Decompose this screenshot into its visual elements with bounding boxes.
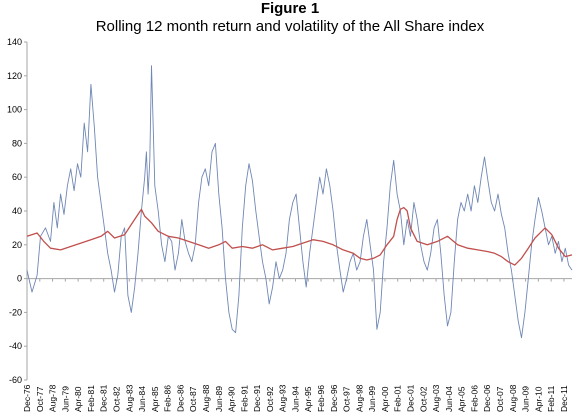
x-tick-label: Aug-93: [278, 384, 288, 412]
x-tick-label: Jun-84: [137, 386, 147, 412]
x-tick-label: Aug-88: [201, 384, 211, 412]
y-axis: -60 -40 -20 0 20 40 60 80 100 120 140: [7, 37, 28, 385]
x-tick-label: Apr-10: [533, 386, 543, 412]
x-tick-label: Oct-07: [495, 386, 505, 412]
x-tick-label: Feb-86: [163, 385, 173, 412]
x-tick-label: Dec-96: [329, 384, 339, 412]
x-tick-label: Oct-87: [188, 386, 198, 412]
x-tick-label: Apr-85: [150, 386, 160, 412]
return-series-line: [26, 65, 573, 339]
x-tick-label: Oct-97: [342, 386, 352, 412]
volatility-series-line: [26, 206, 573, 266]
x-tick-label: Aug-03: [431, 384, 441, 412]
x-axis: Dec-76 Oct-77 Aug-78 Jun-79 Apr-80 Feb-81 Dec-…: [22, 278, 572, 412]
x-tick-label: Jun-99: [367, 386, 377, 412]
x-tick-label: Feb-91: [239, 385, 249, 412]
x-tick-label: Oct-77: [35, 386, 45, 412]
x-tick-label: Feb-81: [86, 385, 96, 412]
x-tick-label: Jun-09: [521, 386, 531, 412]
x-tick-label: Feb-96: [316, 385, 326, 412]
x-tick-label: Dec-81: [99, 384, 109, 412]
figure-label: Figure 1: [260, 0, 320, 17]
x-tick-label: Apr-95: [303, 386, 313, 412]
y-tick-label: 60: [12, 172, 22, 182]
y-tick-label: -60: [9, 375, 22, 385]
x-tick-label: Dec-06: [482, 384, 492, 412]
y-tick-label: -40: [9, 341, 22, 351]
x-tick-label: Jun-94: [290, 386, 300, 412]
x-tick-label: Dec-86: [175, 384, 185, 412]
x-tick-label: Dec-91: [252, 384, 262, 412]
x-tick-label: Feb-06: [469, 385, 479, 412]
y-tick-label: 100: [7, 105, 22, 115]
x-tick-label: Oct-02: [418, 386, 428, 412]
y-tick-label: 40: [12, 206, 22, 216]
x-tick-label: Apr-90: [227, 386, 237, 412]
y-tick-label: -20: [9, 307, 22, 317]
x-tick-label: Aug-83: [124, 384, 134, 412]
x-tick-label: Dec-11: [559, 385, 569, 412]
x-tick-label: Jun-79: [60, 386, 70, 412]
x-tick-label: Feb-11: [546, 385, 556, 412]
y-tick-label: 120: [7, 71, 22, 81]
x-tick-label: Jun-89: [214, 386, 224, 412]
chart-title: Rolling 12 month return and volatility o…: [95, 18, 485, 35]
x-tick-label: Dec-76: [22, 384, 32, 412]
x-tick-label: Oct-92: [265, 386, 275, 412]
y-tick-label: 0: [17, 274, 22, 284]
x-tick-label: Aug-78: [48, 384, 58, 412]
x-tick-label: Apr-80: [73, 386, 83, 412]
y-tick-label: 80: [12, 138, 22, 148]
x-tick-label: Dec-01: [406, 384, 416, 412]
y-tick-label: 140: [7, 37, 22, 47]
x-tick-label: Apr-00: [380, 386, 390, 412]
x-tick-label: Jun-04: [444, 386, 454, 412]
x-tick-label: Aug-08: [508, 384, 518, 412]
x-tick-label: Feb-01: [393, 385, 403, 412]
x-tick-label: Oct-82: [111, 386, 121, 412]
series-layer: [26, 65, 573, 339]
x-tick-label: Apr-05: [457, 386, 467, 412]
y-tick-label: 20: [12, 240, 22, 250]
x-tick-label: Aug-98: [354, 384, 364, 412]
